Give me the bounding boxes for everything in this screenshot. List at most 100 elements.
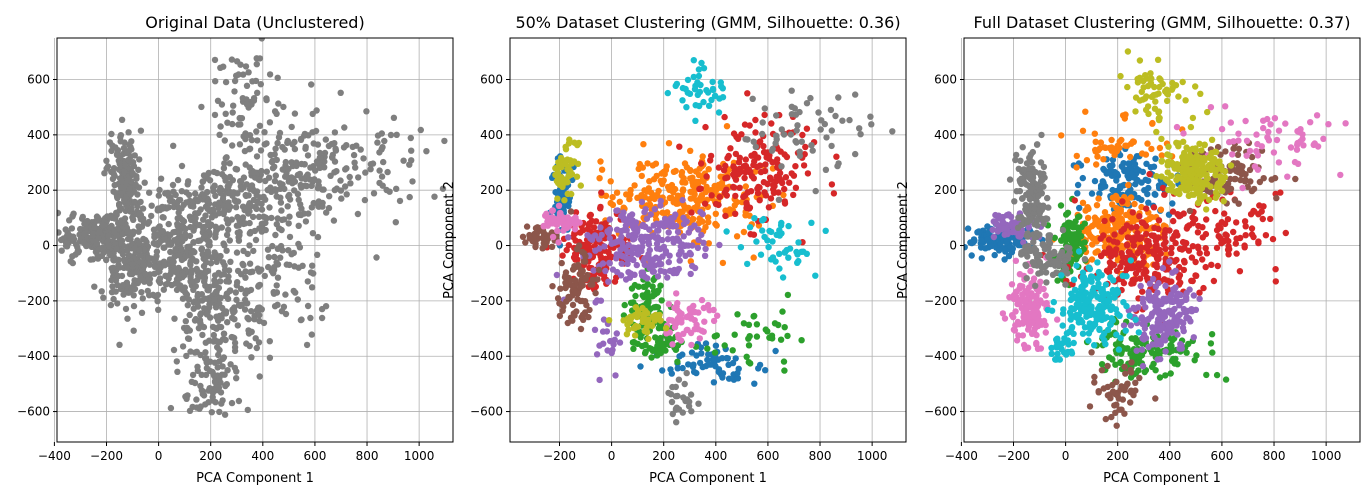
data-point <box>242 191 249 199</box>
data-point <box>186 407 194 414</box>
data-point <box>126 229 134 236</box>
data-point <box>889 128 896 135</box>
data-point <box>707 157 714 164</box>
data-point <box>245 327 252 334</box>
data-point <box>387 131 395 139</box>
data-point <box>1272 278 1280 285</box>
data-point <box>543 235 550 242</box>
data-point <box>256 317 263 325</box>
data-point <box>117 205 125 212</box>
data-point <box>558 162 565 169</box>
data-point <box>330 217 338 224</box>
data-point <box>989 226 996 233</box>
data-point <box>1122 370 1129 377</box>
data-point <box>1196 289 1203 296</box>
data-point <box>665 229 672 236</box>
data-point <box>1241 244 1248 251</box>
data-point <box>216 131 223 138</box>
data-point <box>231 344 239 351</box>
data-point <box>218 400 225 407</box>
data-point <box>765 243 772 251</box>
data-point <box>58 236 65 244</box>
data-point <box>1150 360 1157 367</box>
data-point <box>1118 136 1125 144</box>
data-point <box>1109 388 1117 395</box>
data-point <box>564 190 571 198</box>
data-point <box>697 185 704 192</box>
data-point <box>148 212 155 220</box>
data-point <box>179 216 186 224</box>
x-tick-label: 800 <box>356 449 379 463</box>
data-point <box>199 390 206 398</box>
data-point <box>223 247 230 254</box>
data-point <box>1185 340 1192 348</box>
data-point <box>827 106 835 114</box>
data-point <box>239 214 247 221</box>
data-point <box>194 300 201 307</box>
data-point <box>1143 160 1150 167</box>
data-point <box>702 188 709 196</box>
data-point <box>750 313 757 320</box>
data-point <box>608 253 615 260</box>
data-point <box>170 346 178 354</box>
data-point <box>374 139 381 146</box>
data-point <box>665 389 672 397</box>
data-point <box>594 276 601 283</box>
data-point <box>1113 401 1120 408</box>
data-point <box>752 143 759 151</box>
data-point <box>1143 205 1150 212</box>
data-point <box>558 301 565 308</box>
data-point <box>236 141 244 148</box>
data-point <box>214 316 222 323</box>
data-point <box>1180 266 1188 274</box>
data-point <box>684 76 692 84</box>
data-point <box>113 209 120 216</box>
data-point <box>121 168 128 175</box>
data-point <box>1142 304 1149 311</box>
data-point <box>1140 253 1147 260</box>
data-point <box>776 232 783 239</box>
data-point <box>818 117 825 124</box>
data-point <box>114 300 121 307</box>
data-point <box>721 113 728 121</box>
data-point <box>683 313 690 321</box>
data-point <box>1137 245 1144 252</box>
data-point <box>776 227 783 234</box>
data-point <box>1202 263 1209 271</box>
data-point <box>690 368 698 376</box>
data-point <box>762 326 769 333</box>
data-point <box>725 375 733 382</box>
data-point <box>277 254 284 261</box>
data-point <box>1161 230 1168 237</box>
data-point <box>992 211 999 219</box>
data-point <box>722 175 729 182</box>
data-point <box>173 269 180 276</box>
data-point <box>605 278 612 285</box>
data-point <box>1136 213 1143 220</box>
data-point <box>79 215 86 222</box>
data-point <box>131 245 138 252</box>
data-point <box>104 163 112 170</box>
data-point <box>700 65 708 72</box>
data-point <box>618 233 625 241</box>
data-point <box>203 311 211 318</box>
data-point <box>81 230 88 238</box>
data-point <box>302 145 309 152</box>
data-point <box>543 210 550 217</box>
data-point <box>295 196 302 204</box>
data-point <box>244 314 251 322</box>
x-tick-label: 800 <box>809 449 832 463</box>
data-point <box>154 291 162 299</box>
data-point <box>555 239 562 246</box>
data-point <box>161 236 169 243</box>
data-point <box>790 191 797 199</box>
data-point <box>1145 184 1152 192</box>
data-point <box>264 246 272 253</box>
data-point <box>1136 374 1143 382</box>
data-point <box>164 280 172 287</box>
data-point <box>753 321 761 328</box>
y-tick-label: 400 <box>480 128 503 142</box>
data-point <box>183 352 190 360</box>
data-point <box>1122 111 1129 118</box>
data-point <box>186 243 193 250</box>
